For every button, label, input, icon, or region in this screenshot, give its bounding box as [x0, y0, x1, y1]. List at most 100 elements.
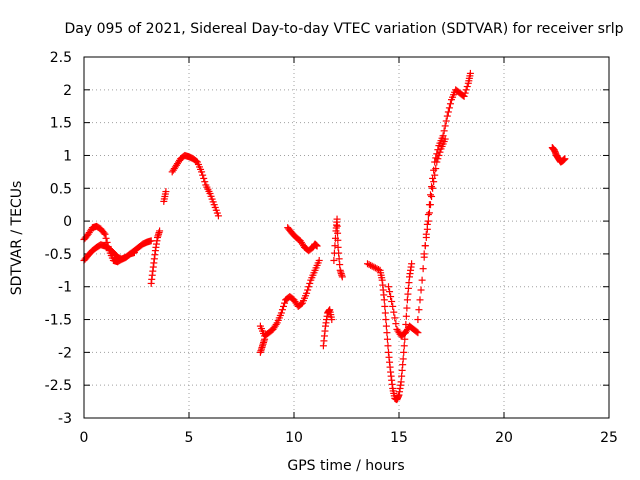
data-point	[334, 229, 342, 237]
data-point	[403, 304, 411, 312]
y-tick-label: 1	[63, 148, 72, 164]
data-point	[201, 178, 209, 186]
data-point	[399, 355, 407, 363]
data-point	[373, 265, 381, 273]
data-point	[306, 279, 314, 287]
data-point	[428, 192, 436, 200]
data-point	[100, 229, 108, 237]
data-point	[333, 215, 341, 223]
data-point	[430, 178, 438, 186]
data-point	[364, 260, 371, 268]
data-point	[200, 174, 208, 182]
y-tick-label: 2	[63, 83, 72, 99]
data-point	[162, 188, 170, 196]
data-point	[445, 104, 453, 112]
x-tick-labels: 0 5 10 15 20 25	[80, 430, 618, 446]
data-point	[334, 236, 342, 244]
data-point	[391, 314, 399, 322]
data-point	[413, 328, 421, 336]
data-point	[365, 261, 373, 269]
data-point	[381, 309, 389, 317]
data-point	[333, 222, 341, 230]
data-point	[466, 69, 474, 77]
data-point	[101, 230, 109, 238]
data-point	[313, 242, 321, 250]
x-tick-label: 5	[185, 430, 194, 446]
x-tick-label: 10	[285, 430, 303, 446]
data-point	[281, 299, 289, 307]
data-point	[440, 127, 448, 135]
data-point	[280, 302, 287, 310]
grid-lines	[84, 57, 609, 418]
data-point	[400, 348, 408, 356]
data-point	[415, 306, 423, 314]
data-point	[418, 276, 426, 284]
data-point	[422, 234, 430, 241]
data-point	[383, 329, 391, 337]
data-point	[434, 155, 442, 163]
data-point	[446, 100, 454, 108]
data-point	[382, 316, 390, 324]
data-point	[417, 286, 425, 294]
y-tick-label: -3	[58, 411, 72, 427]
axis-ticks	[83, 56, 610, 419]
data-point	[461, 89, 469, 97]
data-point	[431, 171, 439, 179]
data-point	[408, 260, 416, 268]
data-point	[432, 165, 440, 173]
x-axis-label: GPS time / hours	[287, 458, 404, 474]
chart-title: Day 095 of 2021, Sidereal Day-to-day VTE…	[64, 21, 623, 37]
x-tick-label: 0	[80, 430, 89, 446]
y-tick-label: 0	[63, 214, 72, 230]
data-point	[199, 171, 207, 179]
data-point	[433, 158, 441, 166]
data-point	[338, 273, 346, 281]
data-point	[304, 286, 312, 294]
data-point	[442, 117, 450, 125]
data-point	[444, 108, 452, 116]
data-point	[385, 283, 392, 291]
data-point	[278, 306, 286, 314]
data-point	[416, 296, 424, 304]
data-point	[420, 250, 428, 258]
data-point	[371, 264, 379, 272]
x-tick-label: 25	[600, 430, 618, 446]
x-tick-label: 20	[495, 430, 513, 446]
data-point	[383, 335, 391, 343]
data-point	[424, 211, 432, 219]
data-point	[198, 168, 206, 176]
data-point	[388, 297, 396, 305]
data-point	[130, 249, 138, 257]
data-point	[380, 296, 388, 304]
data-point	[435, 151, 443, 159]
data-point	[462, 86, 470, 94]
data-point	[429, 184, 437, 192]
x-tick-label: 15	[390, 430, 408, 446]
data-point	[414, 316, 422, 324]
data-point	[384, 342, 392, 350]
data-point	[423, 225, 431, 233]
data-point	[331, 242, 339, 250]
data-point	[156, 227, 164, 235]
data-point	[390, 308, 398, 316]
y-tick-labels: -3 -2.5 -2 -1.5 -1 -0.5 0 0.5 1 1.5 2 2.5	[45, 50, 72, 427]
y-tick-label: -2.5	[45, 378, 72, 394]
data-point	[421, 242, 429, 250]
data-point	[330, 256, 338, 264]
data-point	[389, 302, 397, 310]
data-point	[414, 329, 422, 337]
y-tick-label: -2	[58, 345, 72, 361]
y-tick-label: 2.5	[50, 50, 72, 66]
data-point	[441, 135, 449, 143]
data-point	[368, 262, 376, 270]
data-point	[370, 263, 378, 271]
data-point	[436, 148, 444, 156]
y-tick-label: -1.5	[45, 313, 72, 329]
data-point	[261, 335, 269, 343]
y-tick-label: -0.5	[45, 247, 72, 263]
data-point	[303, 289, 311, 297]
data-point	[419, 265, 427, 273]
data-point	[443, 112, 451, 120]
data-point	[561, 155, 569, 163]
